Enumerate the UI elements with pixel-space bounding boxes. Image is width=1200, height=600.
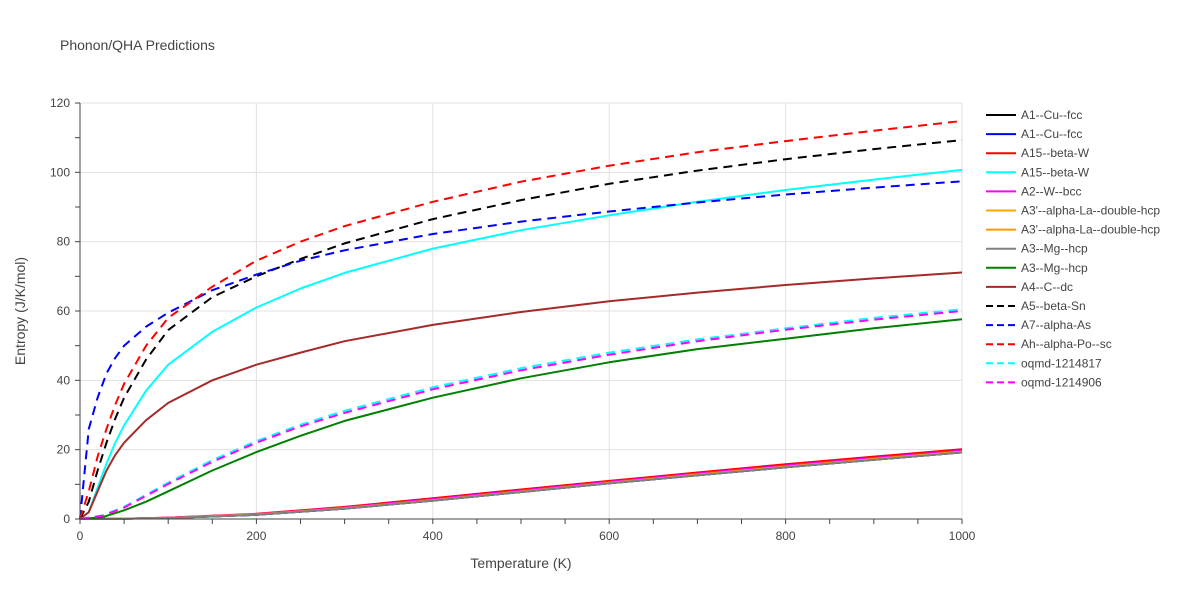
legend-item[interactable]: oqmd-1214817 — [986, 356, 1102, 370]
legend-item[interactable]: A3--Mg--hcp — [986, 242, 1088, 256]
x-tick-label: 600 — [599, 529, 619, 543]
series-line-10[interactable] — [79, 139, 963, 520]
axes — [75, 102, 963, 524]
y-tick-label: 0 — [63, 512, 70, 526]
y-tick-label: 40 — [57, 373, 71, 387]
grid-lines — [80, 102, 963, 519]
y-tick-label: 120 — [50, 96, 70, 110]
legend-item[interactable]: Ah--alpha-Po--sc — [986, 337, 1112, 351]
legend-item[interactable]: A1--Cu--fcc — [986, 108, 1082, 122]
legend-label: A2--W--bcc — [1021, 184, 1081, 198]
legend-item[interactable]: A2--W--bcc — [986, 184, 1081, 198]
legend-item[interactable]: A15--beta-W — [986, 165, 1090, 179]
legend-item[interactable]: A7--alpha-As — [986, 318, 1091, 332]
legend-label: A4--C--dc — [1021, 280, 1073, 294]
legend-label: A15--beta-W — [1021, 165, 1090, 179]
legend-label: A1--Cu--fcc — [1021, 108, 1082, 122]
legend-label: oqmd-1214906 — [1021, 375, 1102, 389]
y-tick-label: 20 — [57, 443, 71, 457]
legend-label: A7--alpha-As — [1021, 318, 1091, 332]
series-line-13[interactable] — [79, 308, 963, 520]
legend-item[interactable]: A15--beta-W — [986, 146, 1090, 160]
y-tick-label: 60 — [57, 304, 71, 318]
x-tick-label: 1000 — [949, 529, 976, 543]
series-line-4[interactable] — [79, 449, 963, 520]
legend-label: A5--beta-Sn — [1021, 299, 1086, 313]
legend-item[interactable]: A3'--alpha-La--double-hcp — [986, 223, 1160, 237]
legend-label: A1--Cu--fcc — [1021, 127, 1082, 141]
x-tick-label: 400 — [423, 529, 443, 543]
legend-item[interactable]: A1--Cu--fcc — [986, 127, 1082, 141]
series-line-7[interactable] — [79, 451, 963, 520]
legend-item[interactable]: A5--beta-Sn — [986, 299, 1086, 313]
x-tick-label: 800 — [776, 529, 796, 543]
legend-label: A3'--alpha-La--double-hcp — [1021, 204, 1160, 218]
x-axis-title: Temperature (K) — [470, 555, 571, 571]
legend-item[interactable]: A3--Mg--hcp — [986, 261, 1088, 275]
series-group — [79, 120, 963, 520]
series-line-2[interactable] — [79, 448, 963, 520]
series-line-12[interactable] — [79, 120, 963, 520]
legend-item[interactable]: A4--C--dc — [986, 280, 1073, 294]
chart-title: Phonon/QHA Predictions — [60, 37, 215, 53]
axis-ticks: 0 200 400 600 800 1000 0 20 40 60 80 100 120 — [50, 96, 976, 543]
y-axis-title: Entropy (J/K/mol) — [12, 257, 28, 365]
x-tick-label: 0 — [77, 529, 84, 543]
legend-label: A3--Mg--hcp — [1021, 261, 1088, 275]
legend-label: oqmd-1214817 — [1021, 356, 1102, 370]
series-line-11[interactable] — [79, 180, 963, 520]
legend-label: A3--Mg--hcp — [1021, 242, 1088, 256]
series-line-14[interactable] — [79, 310, 963, 520]
legend-item[interactable]: A3'--alpha-La--double-hcp — [986, 204, 1160, 218]
legend-label: A15--beta-W — [1021, 146, 1090, 160]
y-tick-label: 80 — [57, 235, 71, 249]
legend[interactable]: A1--Cu--fcc A1--Cu--fcc A15--beta-W A15--be… — [986, 108, 1160, 389]
legend-label: A3'--alpha-La--double-hcp — [1021, 223, 1160, 237]
series-line-9[interactable] — [79, 271, 963, 520]
legend-label: Ah--alpha-Po--sc — [1021, 337, 1112, 351]
y-tick-label: 100 — [50, 165, 70, 179]
legend-item[interactable]: oqmd-1214906 — [986, 375, 1102, 389]
x-tick-label: 200 — [246, 529, 266, 543]
series-line-8[interactable] — [79, 318, 963, 520]
